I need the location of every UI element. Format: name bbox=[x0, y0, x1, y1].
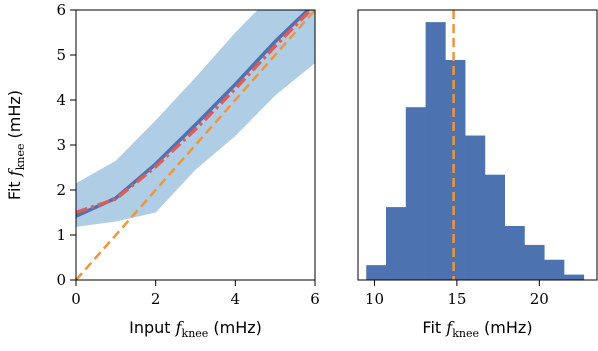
left-x-tick-label: 2 bbox=[151, 290, 161, 308]
histogram-bar bbox=[484, 174, 505, 280]
histogram-bar bbox=[544, 259, 565, 280]
histogram-bar bbox=[564, 274, 585, 280]
right-axes-frame bbox=[357, 9, 598, 281]
left-y-ticks: 0 1 2 3 4 5 6 bbox=[56, 1, 76, 289]
identity-line bbox=[76, 10, 315, 280]
right-panel: 10 15 20 Fit fknee (mHz) bbox=[357, 9, 598, 340]
histogram-bar bbox=[405, 107, 426, 280]
left-x-tick-label: 0 bbox=[71, 290, 81, 308]
right-x-tick-label: 15 bbox=[447, 290, 466, 308]
histogram-bar bbox=[425, 22, 446, 280]
fit-median-line bbox=[76, 10, 311, 218]
left-y-tick-label: 1 bbox=[56, 226, 66, 244]
left-y-tick-label: 4 bbox=[56, 91, 66, 109]
histogram-bar bbox=[386, 207, 407, 280]
histogram-bar bbox=[524, 244, 545, 280]
left-y-tick-label: 5 bbox=[56, 46, 66, 64]
histogram-bar bbox=[504, 226, 525, 280]
left-y-axis-label: Fit fknee (mHz) bbox=[5, 90, 27, 200]
histogram-bar bbox=[445, 59, 466, 280]
left-y-tick-label: 0 bbox=[56, 271, 66, 289]
confidence-band bbox=[76, 10, 315, 227]
left-x-ticks: 0 2 4 6 bbox=[71, 280, 320, 308]
right-x-axis-label: Fit fknee (mHz) bbox=[422, 318, 532, 340]
histogram-bar bbox=[366, 265, 387, 280]
left-panel: 0 2 4 6 0 1 2 3 4 5 6 Input fknee (mHz) Fit fknee… bbox=[5, 1, 320, 340]
histogram-bar bbox=[465, 135, 486, 280]
left-y-tick-label: 2 bbox=[56, 181, 66, 199]
left-y-tick-label: 6 bbox=[56, 1, 66, 19]
fit-mean-line bbox=[76, 10, 314, 215]
left-x-tick-label: 6 bbox=[310, 290, 320, 308]
left-x-axis-label: Input fknee (mHz) bbox=[129, 318, 262, 340]
right-x-ticks: 10 15 20 bbox=[365, 280, 549, 308]
left-y-tick-label: 3 bbox=[56, 136, 66, 154]
right-x-tick-label: 10 bbox=[365, 290, 384, 308]
histogram-bars bbox=[366, 22, 585, 280]
left-x-tick-label: 4 bbox=[231, 290, 241, 308]
right-x-tick-label: 20 bbox=[530, 290, 549, 308]
